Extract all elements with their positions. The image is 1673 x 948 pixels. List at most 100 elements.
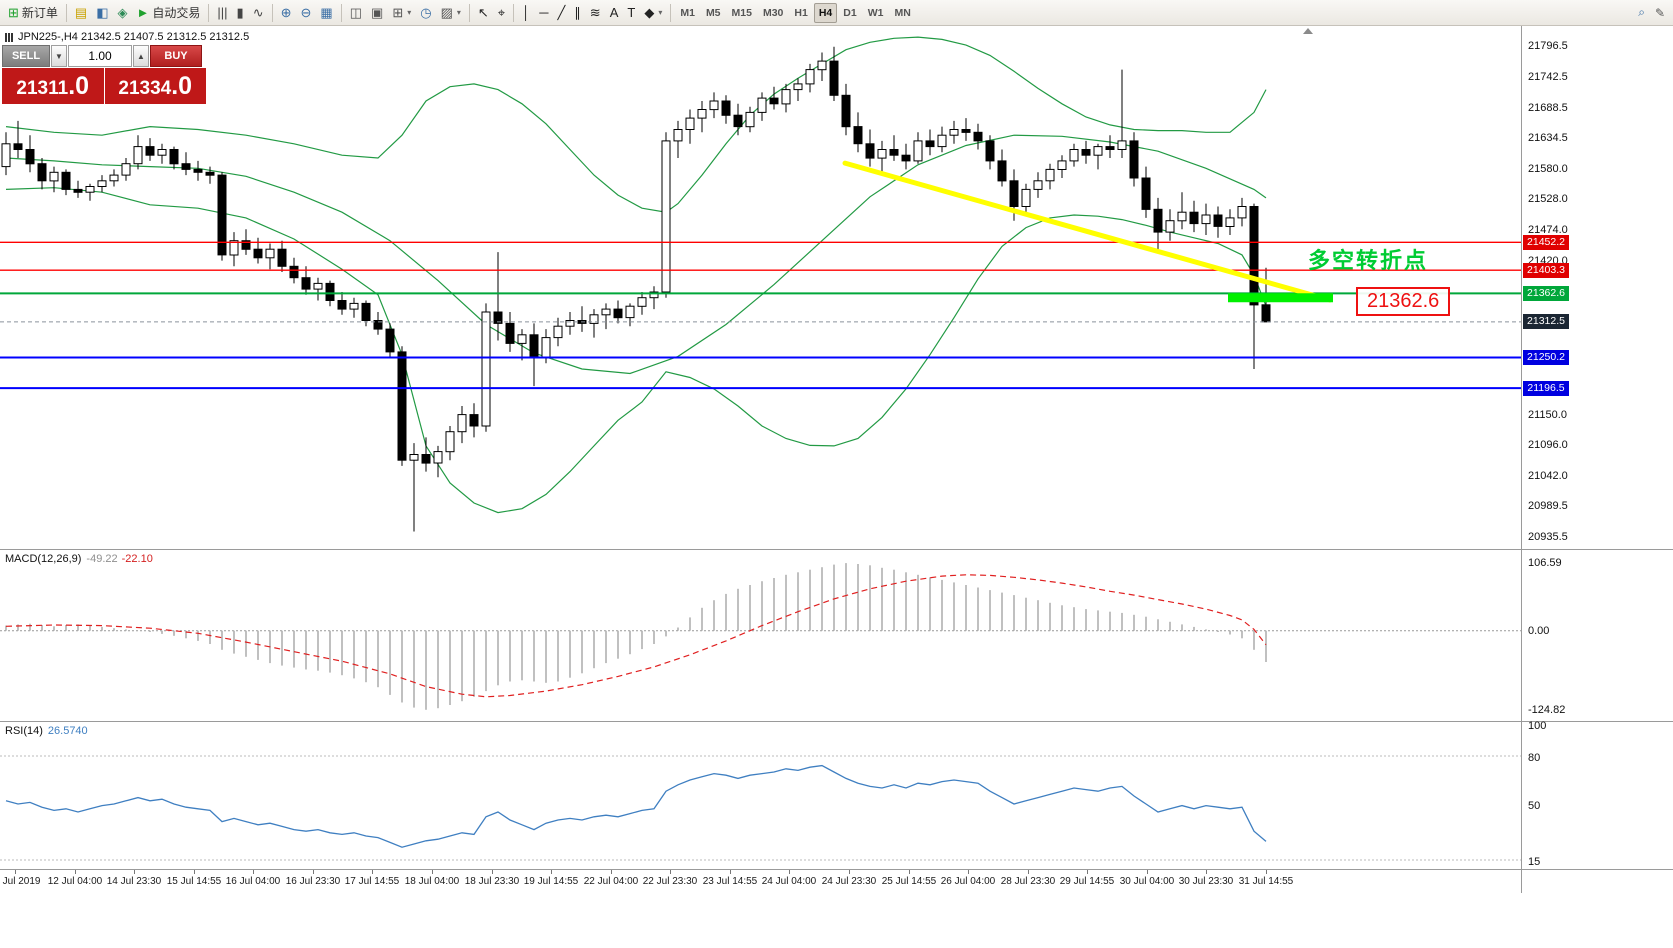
turning-point-annotation[interactable]: 多空转折点 xyxy=(1308,249,1429,274)
rsi-line xyxy=(5,764,1267,848)
new-order-button-label: 新订单 xyxy=(21,6,58,20)
yellow-trendline[interactable] xyxy=(842,160,1333,303)
panel-divider-macd[interactable] xyxy=(0,549,1673,550)
rsi-value: 26.5740 xyxy=(47,725,88,737)
new-chart-icon[interactable]: ⊞ ▾ xyxy=(388,2,415,24)
macd-axis-tick: 0.00 xyxy=(1528,625,1550,637)
horizontal-line-icon[interactable]: ─ xyxy=(535,2,552,24)
time-label: 16 Jul 04:00 xyxy=(225,876,281,887)
bar-chart-icon: ||| xyxy=(217,5,228,20)
time-label: 18 Jul 23:30 xyxy=(464,876,520,887)
text-label-icon[interactable]: A xyxy=(606,2,623,24)
fibonacci-icon: ≋ xyxy=(589,5,601,20)
auto-arrange-icon[interactable]: ◫ xyxy=(346,2,366,24)
timeframe-button-m5[interactable]: M5 xyxy=(705,6,721,19)
timeframe-button-m30[interactable]: M30 xyxy=(762,6,784,19)
time-axis-tick xyxy=(134,870,135,874)
shapes-icon[interactable]: ◆ ▾ xyxy=(640,2,666,24)
text-label-icon: A xyxy=(609,5,619,20)
timeframe-button-h4[interactable]: H4 xyxy=(813,2,838,23)
panel-divider-rsi[interactable] xyxy=(0,721,1673,722)
trendline-icon: ╱ xyxy=(557,5,566,20)
cascade-windows-icon[interactable]: ▣ xyxy=(367,2,387,24)
macd-signal-value: -22.10 xyxy=(121,553,153,565)
buy-price-button[interactable]: 21334 .0 xyxy=(104,68,206,104)
sell-button[interactable]: SELL xyxy=(2,45,50,67)
market-watch-icon[interactable]: ◧ xyxy=(92,2,112,24)
channel-icon[interactable]: ∥ xyxy=(570,2,585,24)
volume-increment-button[interactable]: ▲ xyxy=(133,45,149,67)
time-label: 24 Jul 23:30 xyxy=(821,876,877,887)
timeframe-button-w1[interactable]: W1 xyxy=(867,6,884,19)
cursor-icon: ↖ xyxy=(477,5,489,20)
time-axis-tick xyxy=(313,870,314,874)
candlestick-chart-icon[interactable]: ▮ xyxy=(233,2,248,24)
sell-price-button[interactable]: 21311 .0 xyxy=(2,68,104,104)
bar-chart-icon[interactable]: ||| xyxy=(213,2,231,24)
time-label: 19 Jul 14:55 xyxy=(523,876,579,887)
trade-panel-prices: 21311 .0 21334 .0 xyxy=(2,68,206,104)
time-label: 22 Jul 23:30 xyxy=(642,876,698,887)
toolbar-right-group: ⌕ ✎ xyxy=(1634,2,1669,24)
period-icon[interactable]: ◷ xyxy=(416,2,435,24)
vertical-line-icon[interactable]: │ xyxy=(518,2,534,24)
navigator-icon[interactable]: ◈ xyxy=(114,2,132,24)
crosshair-icon: ⌖ xyxy=(497,5,506,20)
autotrading-button[interactable]: ► 自动交易 xyxy=(133,2,205,24)
time-axis-tick xyxy=(492,870,493,874)
zoom-out-icon: ⊖ xyxy=(300,5,312,20)
trendline-icon[interactable]: ╱ xyxy=(553,2,569,24)
timeframe-button-m1[interactable]: M1 xyxy=(680,6,695,19)
toolbar-separator xyxy=(670,3,672,22)
volume-decrement-button[interactable]: ▼ xyxy=(51,45,67,67)
template-icon[interactable]: ▨ ▾ xyxy=(437,2,465,24)
price-badge: 21452.2 xyxy=(1523,235,1569,250)
zoom-in-icon: ⊕ xyxy=(280,5,292,20)
price-callout-box[interactable]: 21362.6 xyxy=(1356,287,1451,316)
fibonacci-icon[interactable]: ≋ xyxy=(586,2,605,24)
buy-button[interactable]: BUY xyxy=(150,45,202,67)
timeframe-button-h1[interactable]: H1 xyxy=(794,6,808,19)
timeframe-button-d1[interactable]: D1 xyxy=(843,6,857,19)
profiles-icon[interactable]: ▤ xyxy=(71,2,91,24)
price-axis-tick: 21796.5 xyxy=(1528,40,1568,52)
line-chart-icon[interactable]: ∿ xyxy=(249,2,268,24)
arrow-label-icon[interactable]: T xyxy=(623,2,639,24)
time-axis-tick xyxy=(194,870,195,874)
autotrading-icon: ► xyxy=(136,5,150,20)
time-label: 26 Jul 04:00 xyxy=(940,876,996,887)
new-order-button[interactable]: ⊞ 新订单 xyxy=(4,2,62,24)
chart-symbol-header: JPN225-,H4 21342.5 21407.5 21312.5 21312… xyxy=(5,31,249,43)
search-icon[interactable]: ⌕ xyxy=(1638,5,1645,19)
macd-axis-tick: 106.59 xyxy=(1528,557,1562,569)
macd-signal-line xyxy=(5,574,1267,698)
timeframe-button-m15[interactable]: M15 xyxy=(731,6,752,19)
time-label: 15 Jul 14:55 xyxy=(166,876,222,887)
price-axis-tick: 20989.5 xyxy=(1528,500,1568,512)
edit-icon[interactable]: ✎ xyxy=(1654,5,1665,20)
zoom-in-icon[interactable]: ⊕ xyxy=(277,2,296,24)
time-label: 22 Jul 04:00 xyxy=(583,876,639,887)
tile-windows-icon[interactable]: ▦ xyxy=(316,2,336,24)
zoom-out-icon[interactable]: ⊖ xyxy=(297,2,316,24)
toolbar-separator xyxy=(468,3,470,22)
price-axis-tick: 21042.0 xyxy=(1528,470,1568,482)
price-axis[interactable]: 21796.5 21742.5 21688.5 21634.5 21580.0 21528… xyxy=(1522,26,1673,893)
horizontal-line-icon: ─ xyxy=(539,5,549,20)
price-axis-tick: 21150.0 xyxy=(1528,409,1567,421)
cursor-icon[interactable]: ↖ xyxy=(474,2,493,24)
time-axis-tick xyxy=(15,870,16,874)
timeframe-button-mn[interactable]: MN xyxy=(894,6,911,19)
panel-divider-timeaxis xyxy=(0,869,1673,870)
line-chart-icon: ∿ xyxy=(252,5,264,20)
volume-input[interactable] xyxy=(68,45,132,67)
crosshair-icon[interactable]: ⌖ xyxy=(494,2,509,24)
macd-axis-tick: -124.82 xyxy=(1528,704,1566,716)
cascade-windows-icon: ▣ xyxy=(371,5,384,20)
time-label: 25 Jul 14:55 xyxy=(881,876,937,887)
price-axis-tick: 21634.5 xyxy=(1528,132,1568,144)
new-order-icon: ⊞ xyxy=(8,5,19,20)
chart-shift-marker[interactable] xyxy=(1303,28,1313,34)
